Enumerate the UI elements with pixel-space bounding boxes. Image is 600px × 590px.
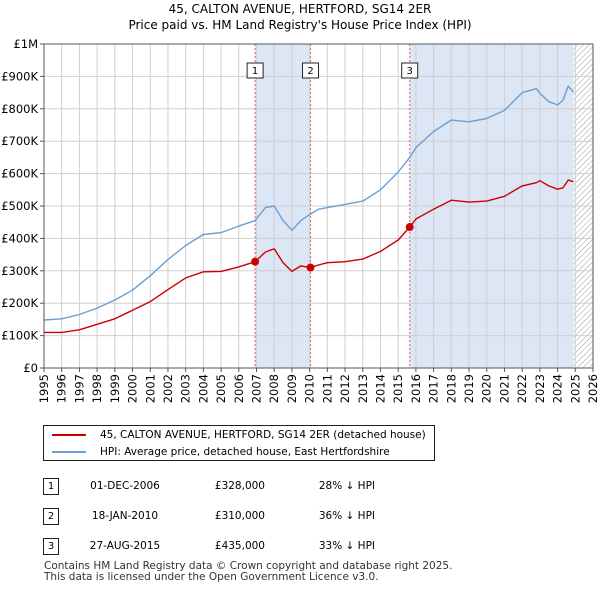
sale-row: 2 18-JAN-2010 £310,000 36% ↓ HPI	[0, 508, 600, 530]
x-tick-label: 2007	[250, 374, 264, 403]
y-tick-label: £100K	[1, 329, 38, 343]
sale-marker-lines	[254, 44, 411, 368]
sale-number-label: 2	[307, 66, 313, 77]
price-chart: 1 2 3 £0 £100K £200K £300K £400K £500K £600K £700…	[1, 37, 600, 403]
legend-label-hpi: HPI: Average price, detached house, East…	[100, 446, 390, 458]
sale-dot	[251, 257, 260, 266]
x-tick-label: 1999	[108, 374, 122, 403]
sale-price: £328,000	[214, 480, 265, 492]
sale-number-labels: 1 2 3	[246, 62, 419, 79]
series-lines	[43, 85, 575, 334]
x-tick-label: 1995	[37, 374, 51, 403]
x-tick-label: 2022	[515, 374, 529, 403]
x-tick-label: 2015	[391, 374, 405, 403]
sale-number-box	[401, 62, 419, 79]
legend-swatch-property	[52, 434, 86, 436]
gridlines	[43, 43, 594, 369]
sale-dot	[306, 263, 315, 272]
sale-price: £310,000	[214, 510, 265, 522]
x-tick-label: 2016	[409, 374, 423, 403]
x-tick-label: 2020	[480, 374, 494, 403]
y-tick-label: £400K	[1, 231, 38, 245]
sale-row: 3 27-AUG-2015 £435,000 33% ↓ HPI	[0, 538, 600, 560]
x-tick-label: 2024	[551, 374, 565, 403]
sale-number-box	[246, 62, 264, 79]
y-tick-label: £300K	[1, 264, 38, 278]
sale-number-box	[302, 62, 320, 79]
x-tick-label: 1997	[72, 374, 86, 403]
x-tick-label: 2009	[285, 374, 299, 403]
sale-dots	[251, 223, 414, 272]
footer-copyright: Contains HM Land Registry data © Crown c…	[44, 560, 453, 572]
y-tick-label: £200K	[1, 296, 38, 310]
sale-hpi-diff: 33% ↓ HPI	[318, 540, 375, 552]
x-tick-label: 2019	[462, 374, 476, 403]
x-tick-label: 2021	[497, 374, 511, 403]
x-tick-label: 2017	[427, 374, 441, 403]
x-tick-label: 1998	[90, 374, 104, 403]
x-tick-label: 2000	[126, 374, 140, 403]
axes: £0 £100K £200K £300K £400K £500K £600K £700K £80…	[1, 37, 600, 403]
sale-number: 1	[43, 478, 59, 495]
property-price-line	[44, 179, 574, 334]
x-tick-label: 2006	[232, 374, 246, 403]
sale-date: 01-DEC-2006	[90, 480, 160, 492]
chart-subtitle: Price paid vs. HM Land Registry's House …	[128, 18, 472, 32]
sale-number: 2	[43, 508, 59, 525]
x-tick-label: 2026	[586, 374, 600, 403]
x-tick-label: 2010	[303, 374, 317, 403]
footer-licence: This data is licensed under the Open Gov…	[44, 571, 379, 583]
y-tick-label: £0	[23, 361, 38, 375]
y-tick-label: £1M	[13, 37, 38, 51]
y-tick-label: £800K	[1, 102, 38, 116]
x-tick-label: 2025	[568, 374, 582, 403]
sale-price: £435,000	[214, 540, 265, 552]
footer: Contains HM Land Registry data © Crown c…	[44, 561, 452, 583]
chart-title: 45, CALTON AVENUE, HERTFORD, SG14 2ER	[168, 2, 432, 16]
x-tick-label: 2004	[196, 374, 210, 403]
x-tick-label: 2005	[214, 374, 228, 403]
sale-date: 18-JAN-2010	[91, 510, 159, 522]
y-tick-label: £500K	[1, 199, 38, 213]
y-tick-label: £600K	[1, 167, 38, 181]
x-tick-label: 2008	[267, 374, 281, 403]
sale-date: 27-AUG-2015	[89, 540, 161, 552]
x-tick-label: 2003	[179, 374, 193, 403]
x-tick-label: 2013	[356, 374, 370, 403]
hpi-line	[43, 85, 575, 321]
x-tick-label: 2023	[533, 374, 547, 403]
x-tick-label: 2001	[143, 374, 157, 403]
legend: 45, CALTON AVENUE, HERTFORD, SG14 2ER (d…	[43, 425, 435, 461]
y-tick-label: £700K	[1, 134, 38, 148]
sale-dot	[405, 223, 414, 232]
x-tick-label: 1996	[55, 374, 69, 403]
legend-label-property: 45, CALTON AVENUE, HERTFORD, SG14 2ER (d…	[100, 429, 426, 441]
y-tick-label: £900K	[1, 69, 38, 83]
sale-hpi-diff: 36% ↓ HPI	[318, 510, 375, 522]
sale-number: 3	[43, 538, 59, 555]
x-tick-label: 2018	[444, 374, 458, 403]
sale-number-label: 1	[252, 66, 258, 77]
x-tick-label: 2002	[161, 374, 175, 403]
sale-row: 1 01-DEC-2006 £328,000 28% ↓ HPI	[0, 478, 600, 500]
x-tick-label: 2014	[373, 374, 387, 403]
sale-number-label: 3	[407, 66, 413, 77]
sale-hpi-diff: 28% ↓ HPI	[318, 480, 375, 492]
x-tick-label: 2012	[338, 374, 352, 403]
legend-swatch-hpi	[52, 451, 86, 453]
x-tick-label: 2011	[320, 374, 334, 403]
